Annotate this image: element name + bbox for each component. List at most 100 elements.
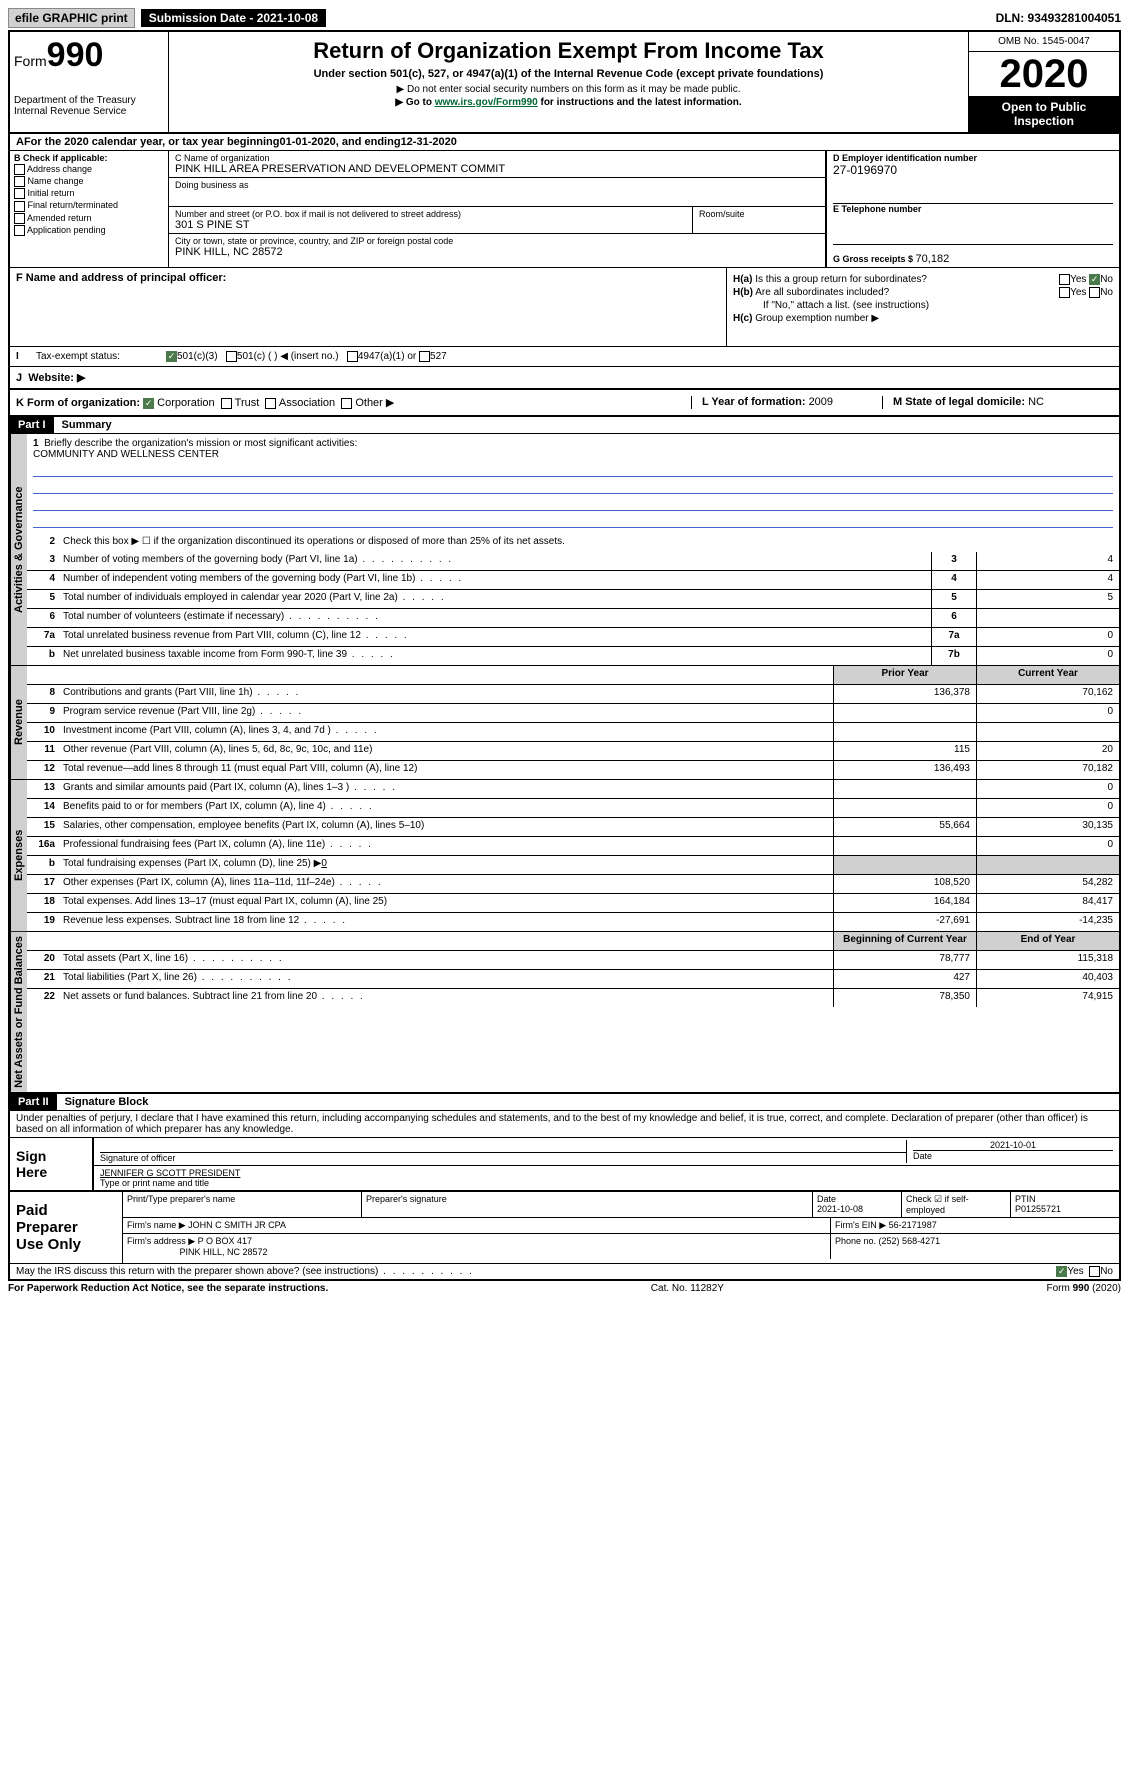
discuss-no[interactable] [1089, 1266, 1100, 1277]
year-formation: 2009 [809, 396, 833, 408]
line6-val [976, 609, 1119, 627]
check-addr[interactable] [14, 164, 25, 175]
l14-num: 14 [27, 799, 59, 817]
irs-link[interactable]: www.irs.gov/Form990 [435, 97, 538, 108]
l16b-text: Total fundraising expenses (Part IX, col… [63, 858, 321, 869]
dba-label: Doing business as [175, 180, 249, 190]
line7b-col: 7b [931, 647, 976, 665]
line2-text: Check this box ▶ ☐ if the organization d… [59, 534, 1119, 552]
ein-block: D Employer identification number 27-0196… [826, 151, 1119, 267]
no-label2: No [1100, 287, 1113, 298]
expenses-section: Expenses 13Grants and similar amounts pa… [10, 780, 1119, 932]
assoc-label: Association [279, 397, 335, 409]
top-bar: efile GRAPHIC print Submission Date - 20… [8, 8, 1121, 28]
l11-num: 11 [27, 742, 59, 760]
line4-num: 4 [27, 571, 59, 589]
paid-preparer-row: Paid Preparer Use Only Print/Type prepar… [10, 1190, 1119, 1263]
part1-title: Summary [54, 417, 120, 433]
firm-ein: 56-2171987 [889, 1220, 937, 1230]
l12-num: 12 [27, 761, 59, 779]
4947-check[interactable] [347, 351, 358, 362]
addr-label: Number and street (or P.O. box if mail i… [175, 209, 461, 219]
l10-prior [833, 723, 976, 741]
527-check[interactable] [419, 351, 430, 362]
line5-text: Total number of individuals employed in … [59, 590, 931, 608]
corp-checked[interactable]: ✓ [143, 398, 154, 409]
l20-prior: 78,777 [833, 951, 976, 969]
org-name: PINK HILL AREA PRESERVATION AND DEVELOPM… [175, 163, 505, 175]
line7b-val: 0 [976, 647, 1119, 665]
l16b-num: b [27, 856, 59, 874]
l9-prior [833, 704, 976, 722]
discuss-no-label: No [1100, 1266, 1113, 1277]
ha-text: Is this a group return for subordinates? [755, 274, 927, 285]
initial-label: Initial return [28, 188, 75, 198]
paid-label3: Use Only [16, 1236, 116, 1253]
line5-col: 5 [931, 590, 976, 608]
net-tab: Net Assets or Fund Balances [10, 932, 27, 1092]
line7a-text: Total unrelated business revenue from Pa… [59, 628, 931, 646]
tax-year: 2020 [969, 52, 1119, 96]
other-label: Other ▶ [355, 397, 394, 409]
period-end: 12-31-2020 [401, 136, 457, 148]
notice-link: ▶ Go to www.irs.gov/Form990 for instruct… [175, 97, 962, 108]
discuss-yes-checked[interactable]: ✓ [1056, 1266, 1067, 1277]
hb-no[interactable] [1089, 287, 1100, 298]
501c3-checked[interactable]: ✓ [166, 351, 177, 362]
notice2-post: for instructions and the latest informat… [538, 97, 742, 108]
ha-yes[interactable] [1059, 274, 1070, 285]
dept-treasury: Department of the Treasury [14, 95, 164, 106]
line5-val: 5 [976, 590, 1119, 608]
check-app[interactable] [14, 225, 25, 236]
501c-check[interactable] [226, 351, 237, 362]
check-name[interactable] [14, 176, 25, 187]
org-address: 301 S PINE ST [175, 219, 250, 231]
website-label: Website: ▶ [28, 372, 85, 384]
l13-num: 13 [27, 780, 59, 798]
notice-ssn: ▶ Do not enter social security numbers o… [175, 84, 962, 95]
line6-text: Total number of volunteers (estimate if … [59, 609, 931, 627]
city-label: City or town, state or province, country… [175, 236, 453, 246]
check-final[interactable] [14, 201, 25, 212]
firm-ein-label: Firm's EIN ▶ [835, 1220, 886, 1230]
check-initial[interactable] [14, 188, 25, 199]
assoc-check[interactable] [265, 398, 276, 409]
line4-col: 4 [931, 571, 976, 589]
trust-check[interactable] [221, 398, 232, 409]
firm-name: JOHN C SMITH JR CPA [188, 1220, 286, 1230]
form-container: Form990 Department of the Treasury Inter… [8, 30, 1121, 1281]
efile-button[interactable]: efile GRAPHIC print [8, 8, 135, 28]
l9-curr: 0 [976, 704, 1119, 722]
box-b-label: B Check if applicable: [14, 153, 108, 163]
line4-val: 4 [976, 571, 1119, 589]
page-footer: For Paperwork Reduction Act Notice, see … [8, 1281, 1121, 1296]
ha-no-checked[interactable]: ✓ [1089, 274, 1100, 285]
hb-yes[interactable] [1059, 287, 1070, 298]
line2-num: 2 [27, 534, 59, 552]
submission-date: Submission Date - 2021-10-08 [141, 9, 326, 27]
line7a-val: 0 [976, 628, 1119, 646]
open-public: Open to Public Inspection [969, 96, 1119, 132]
line5-num: 5 [27, 590, 59, 608]
l19-text: Revenue less expenses. Subtract line 18 … [59, 913, 833, 931]
l19-curr: -14,235 [976, 913, 1119, 931]
i-label: I [16, 351, 36, 362]
addr-change-label: Address change [27, 164, 92, 174]
l15-prior: 55,664 [833, 818, 976, 836]
line4-text: Number of independent voting members of … [59, 571, 931, 589]
part2-section: Part II Signature Block Under penalties … [10, 1092, 1119, 1279]
part1-header: Part I Summary [10, 417, 1119, 434]
prep-date-label: Date [817, 1194, 836, 1204]
l13-prior [833, 780, 976, 798]
l18-num: 18 [27, 894, 59, 912]
period-pre: For the 2020 calendar year, or tax year … [24, 136, 280, 148]
omb-number: OMB No. 1545-0047 [969, 32, 1119, 52]
other-check[interactable] [341, 398, 352, 409]
type-name-label: Type or print name and title [100, 1178, 1113, 1188]
paid-label2: Preparer [16, 1219, 116, 1236]
l13-text: Grants and similar amounts paid (Part IX… [59, 780, 833, 798]
paperwork-notice: For Paperwork Reduction Act Notice, see … [8, 1283, 328, 1294]
check-amended[interactable] [14, 213, 25, 224]
form-title: Return of Organization Exempt From Incom… [175, 38, 962, 64]
l16a-num: 16a [27, 837, 59, 855]
